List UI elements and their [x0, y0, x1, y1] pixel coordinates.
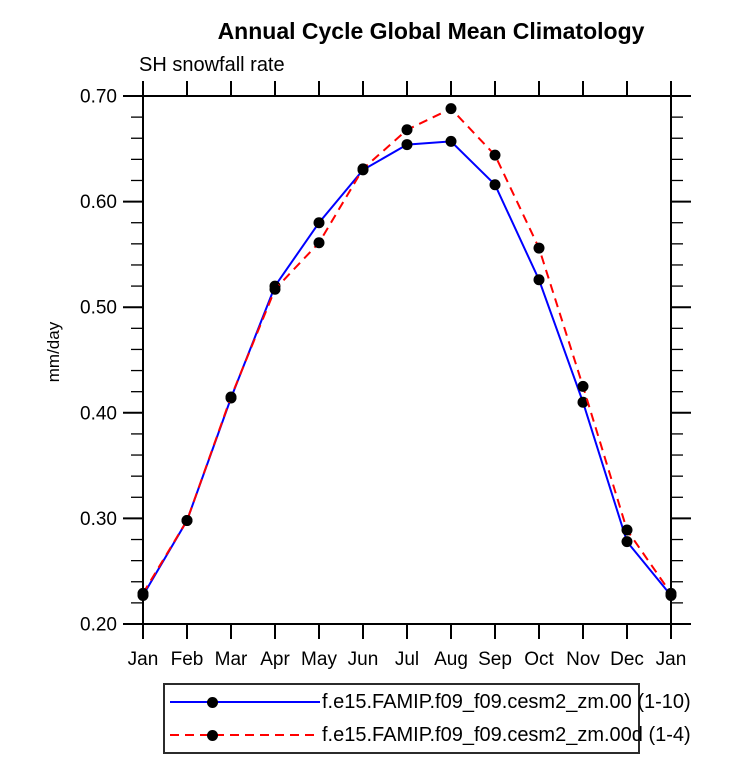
data-point-marker — [533, 242, 545, 254]
series-line-0 — [142, 140, 672, 597]
data-point-marker — [401, 139, 413, 151]
legend-item-label: f.e15.FAMIP.f09_f09.cesm2_zm.00d (1-4) — [322, 723, 691, 746]
x-tick-label: Jun — [348, 649, 379, 670]
legend: f.e15.FAMIP.f09_f09.cesm2_zm.00 (1-10) f… — [163, 683, 691, 754]
data-point-marker — [357, 163, 369, 175]
data-point-marker — [665, 587, 677, 599]
x-tick-label: Jul — [395, 649, 419, 670]
y-axis-minor-ticks — [131, 116, 683, 604]
x-tick-label: Jan — [128, 649, 159, 670]
series-line-1 — [142, 107, 672, 594]
data-point-marker — [401, 124, 413, 136]
series-0 — [137, 135, 677, 601]
data-point-marker — [313, 217, 325, 229]
data-point-marker — [313, 237, 325, 249]
data-point-marker — [577, 396, 589, 408]
page-title: Annual Cycle Global Mean Climatology — [217, 18, 645, 44]
x-tick-label: Nov — [566, 649, 600, 670]
y-axis-major-ticks: 0.20 0.30 0.40 0.50 0.60 0.70 — [80, 87, 691, 636]
y-tick-label: 0.50 — [80, 298, 117, 319]
data-point-marker — [445, 103, 457, 115]
data-point-marker — [489, 149, 501, 161]
legend-marker-dot-icon — [207, 729, 218, 741]
x-tick-label: Dec — [610, 649, 644, 670]
data-point-marker — [269, 283, 281, 295]
series-1 — [137, 103, 677, 599]
data-point-marker — [489, 179, 501, 191]
y-tick-label: 0.70 — [80, 87, 117, 108]
legend-marker-dot-icon — [207, 696, 218, 708]
legend-item: f.e15.FAMIP.f09_f09.cesm2_zm.00 (1-10) — [165, 687, 691, 717]
data-point-marker — [621, 536, 633, 548]
y-tick-label: 0.60 — [80, 192, 117, 213]
plot-subtitle: SH snowfall rate — [139, 54, 285, 76]
data-point-marker — [137, 587, 149, 599]
x-tick-label: Sep — [478, 649, 512, 670]
x-tick-label: Feb — [171, 649, 204, 670]
data-point-marker — [181, 515, 193, 527]
legend-item-label: f.e15.FAMIP.f09_f09.cesm2_zm.00 (1-10) — [322, 690, 691, 713]
x-tick-label: May — [301, 649, 337, 670]
legend-line-sample — [170, 729, 320, 741]
plot-frame — [142, 95, 672, 625]
y-tick-label: 0.40 — [80, 403, 117, 424]
data-point-marker — [445, 135, 457, 147]
x-axis-ticks: Jan Feb Mar Apr May Jun Jul Aug Sep Oct Nov Dec Jan — [128, 81, 687, 670]
x-tick-label: Jan — [656, 649, 687, 670]
y-tick-label: 0.20 — [80, 615, 117, 636]
legend-item: f.e15.FAMIP.f09_f09.cesm2_zm.00d (1-4) — [165, 720, 691, 750]
data-point-marker — [577, 380, 589, 392]
data-point-marker — [225, 391, 237, 403]
y-tick-label: 0.30 — [80, 509, 117, 530]
legend-line-sample — [170, 696, 320, 708]
x-tick-label: Mar — [215, 649, 248, 670]
x-tick-label: Aug — [434, 649, 468, 670]
x-tick-label: Oct — [524, 649, 554, 670]
data-point-marker — [621, 524, 633, 536]
data-point-marker — [533, 274, 545, 286]
x-tick-label: Apr — [260, 649, 290, 670]
